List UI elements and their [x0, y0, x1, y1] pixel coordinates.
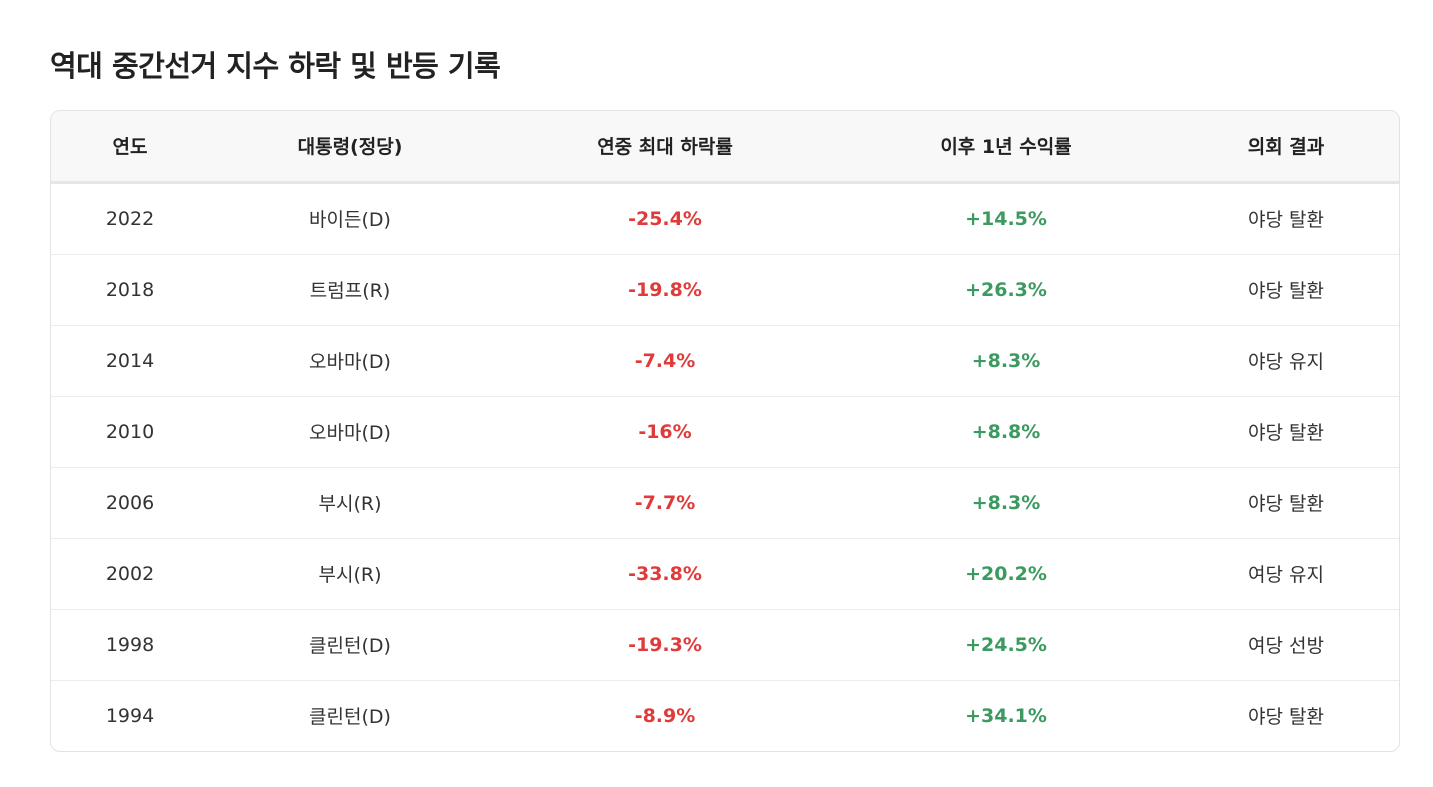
cell-year: 2006 — [51, 467, 209, 539]
cell-congress-result: 야당 유지 — [1173, 325, 1399, 397]
midterm-table-container: 연도 대통령(정당) 연중 최대 하락률 이후 1년 수익률 의회 결과 202… — [50, 110, 1400, 752]
midterm-table: 연도 대통령(정당) 연중 최대 하락률 이후 1년 수익률 의회 결과 202… — [51, 111, 1399, 751]
cell-max-drop: -7.4% — [491, 325, 839, 397]
cell-year: 1994 — [105, 704, 155, 727]
cell-max-drop: -25.4% — [491, 182, 839, 255]
cell-congress-result: 야당 탈환 — [1173, 182, 1399, 255]
cell-year: 2010 — [51, 396, 209, 468]
cell-max-drop: -19.8% — [491, 254, 839, 326]
cell-one-year-return: +8.8% — [839, 396, 1173, 468]
cell-congress-result: 여당 선방 — [1173, 609, 1399, 681]
cell-president: 트럼프(R) — [209, 254, 491, 326]
table-row: 2018 트럼프(R) -19.8% +26.3% 야당 탈환 — [51, 254, 1399, 326]
cell-congress-result: 야당 탈환 — [1173, 467, 1399, 539]
cell-president: 클린턴(D) — [209, 609, 491, 681]
table-row: 2014 오바마(D) -7.4% +8.3% 야당 유지 — [51, 325, 1399, 397]
cell-congress-result: 야당 탈환 — [1248, 706, 1324, 728]
table-header: 연도 대통령(정당) 연중 최대 하락률 이후 1년 수익률 의회 결과 — [51, 111, 1399, 184]
table-row: 2022 바이든(D) -25.4% +14.5% 야당 탈환 — [51, 182, 1399, 255]
table-body: 2022 바이든(D) -25.4% +14.5% 야당 탈환 2018 트럼프… — [51, 182, 1399, 751]
header-year: 연도 — [51, 111, 209, 184]
header-congress-result: 의회 결과 — [1173, 111, 1399, 184]
cell-max-drop: -8.9% — [634, 704, 696, 727]
cell-president: 바이든(D) — [209, 182, 491, 255]
cell-one-year-return: +14.5% — [839, 182, 1173, 255]
cell-year: 1998 — [51, 609, 209, 681]
cell-president: 오바마(D) — [209, 396, 491, 468]
cell-congress-result: 야당 탈환 — [1173, 396, 1399, 468]
cell-max-drop: -33.8% — [491, 538, 839, 610]
cell-year: 2002 — [51, 538, 209, 610]
cell-one-year-return: +24.5% — [839, 609, 1173, 681]
cell-one-year-return: +34.1% — [965, 704, 1047, 727]
cell-congress-result: 야당 탈환 — [1173, 254, 1399, 326]
table-header-row: 연도 대통령(정당) 연중 최대 하락률 이후 1년 수익률 의회 결과 — [51, 111, 1399, 184]
header-one-year-return: 이후 1년 수익률 — [839, 111, 1173, 184]
cell-one-year-return: +8.3% — [839, 467, 1173, 539]
cell-president: 부시(R) — [209, 467, 491, 539]
table-row: 1998 클린턴(D) -19.3% +24.5% 여당 선방 — [51, 609, 1399, 681]
cell-one-year-return: +20.2% — [839, 538, 1173, 610]
cell-congress-result: 여당 유지 — [1173, 538, 1399, 610]
cell-year: 2022 — [51, 182, 209, 255]
cell-year: 2018 — [51, 254, 209, 326]
cell-max-drop: -7.7% — [491, 467, 839, 539]
cell-president: 부시(R) — [209, 538, 491, 610]
cell-year: 2014 — [51, 325, 209, 397]
table-row: 2010 오바마(D) -16% +8.8% 야당 탈환 — [51, 396, 1399, 468]
cell-max-drop: -19.3% — [491, 609, 839, 681]
cell-president: 클린턴(D) — [309, 706, 391, 728]
header-max-drop: 연중 최대 하락률 — [491, 111, 839, 184]
header-president: 대통령(정당) — [209, 111, 491, 184]
cell-president: 오바마(D) — [209, 325, 491, 397]
cell-one-year-return: +8.3% — [839, 325, 1173, 397]
table-row: 1994 클린턴(D) -8.9% +34.1% 야당 탈환 — [51, 680, 1399, 751]
table-row: 2006 부시(R) -7.7% +8.3% 야당 탈환 — [51, 467, 1399, 539]
page-title: 역대 중간선거 지수 하락 및 반등 기록 — [50, 49, 501, 83]
cell-one-year-return: +26.3% — [839, 254, 1173, 326]
table-row: 2002 부시(R) -33.8% +20.2% 여당 유지 — [51, 538, 1399, 610]
cell-max-drop: -16% — [491, 396, 839, 468]
